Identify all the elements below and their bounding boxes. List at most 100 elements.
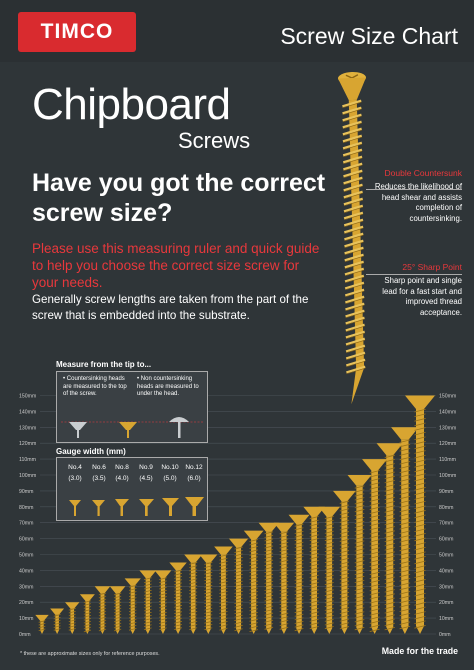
screw-mark [347,475,372,634]
screw-lineup [35,395,435,634]
ruler-tick-label: 30mm [439,584,453,590]
ruler-tick-label: 10mm [19,616,33,622]
gauge-item: No.4 (3.0) [63,462,87,484]
screw-mark [124,578,141,634]
gauge-label: No.10 [161,464,179,471]
gauge-value: (3.0) [68,475,82,482]
ruler-tick-label: 130mm [439,425,456,431]
gauge-item: No.9 (4.5) [134,462,158,484]
screw-mark [65,602,80,634]
ruler-tick-label: 20mm [439,600,453,606]
headline-question: Have you got the correct screw size? [32,169,326,227]
measure-box: • Countersinking heads are measured to t… [56,371,208,443]
ruler-tick-label: 100mm [439,473,456,479]
ruler-tick-label: 150mm [19,394,36,400]
ruler-tick-label: 140mm [439,409,456,415]
guide-text: Please use this measuring ruler and quic… [32,241,320,290]
ruler-tick-label: 90mm [439,489,453,495]
ruler-tick-label: 90mm [19,489,33,495]
header: TIMCO Screw Size Chart [0,0,474,62]
ruler-tick-label: 80mm [19,505,33,511]
measure-title: Measure from the tip to... [56,360,152,369]
ruler-tick-label: 130mm [19,425,36,431]
screw-mark [391,427,419,634]
gauge-heads-icon [69,497,204,516]
measure-note-right: • Non countersinking heads are measured … [137,376,199,397]
main-title: Chipboard [32,80,231,129]
ruler-tick-label: 10mm [439,616,453,622]
gauge-value: (4.0) [115,475,129,482]
ruler-left-labels: 0mm 10mm 20mm 30mm 40mm 50mm 60mm 70mm 80mm 90mm 1… [19,394,36,639]
ruler-tick-label: 20mm [19,600,33,606]
gauge-item: No.12 (6.0) [182,462,206,484]
screw-mark [333,490,356,634]
gauge-label: No.6 [92,464,106,471]
gauge-label: No.12 [185,464,203,471]
callout-divider [366,274,462,275]
ruler-tick-label: 50mm [19,553,33,559]
ruler-tick-label: 50mm [439,553,453,559]
callout-countersunk: Double Countersunk Reduces the likelihoo… [372,168,462,224]
gauge-item: No.6 (3.5) [87,462,111,484]
screw-mark [376,443,403,634]
gauge-label: No.4 [68,464,82,471]
screw-mark [258,522,279,634]
gauge-value: (6.0) [187,475,201,482]
ruler-tick-label: 40mm [439,568,453,574]
measure-note-left: • Countersinking heads are measured to t… [63,376,127,397]
callout-title: 25° Sharp Point [402,262,462,272]
screw-mark [199,554,218,634]
header-title: Screw Size Chart [280,23,458,49]
ruler-tick-label: 120mm [19,441,36,447]
gauge-box: No.4 (3.0) No.6 (3.5) No.8 (4.0) No.9 (4.5) … [56,457,208,521]
ruler-tick-label: 100mm [19,473,36,479]
screw-mark [405,395,435,634]
screw-mark [214,546,233,634]
callout-title: Double Countersunk [384,168,463,178]
screw-mark [303,506,325,634]
callout-body: Reduces the likelihood of head shear and… [374,182,462,223]
ruler-tick-label: 110mm [439,457,456,463]
ruler-tick-label: 60mm [439,537,453,543]
ruler-tick-label: 120mm [439,441,456,447]
ruler-right-labels: 0mm 10mm 20mm 30mm 40mm 50mm 60mm 70mm 80mm 90mm 1… [439,394,456,639]
screw-mark [109,586,126,634]
screw-mark [288,514,310,634]
gauge-item: No.8 (4.0) [110,462,134,484]
gauge-item: No.10 (5.0) [158,462,182,484]
ruler-tick-label: 0mm [439,632,451,638]
ruler-tick-label: 140mm [19,409,36,415]
sub-title: Screws [178,128,251,153]
callout-sharp-point: 25° Sharp Point Sharp point and single l… [372,262,462,318]
screw-mark [50,608,65,634]
brand-name: TIMCO [40,20,114,43]
screw-mark [362,459,388,634]
screw-mark [243,530,264,634]
screw-mark [79,594,95,634]
brand-logo: TIMCO [18,12,136,52]
gauge-label: No.9 [139,464,153,471]
ruler-tick-label: 40mm [19,568,33,574]
ruler-tick-label: 110mm [19,457,36,463]
info-text: Generally screw lengths are taken from t… [32,293,309,322]
hero-screw-icon [338,71,366,405]
callout-body: Sharp point and single lead for a fast s… [382,276,462,317]
footer-tag: Made for the trade [381,646,458,656]
ruler-tick-label: 60mm [19,537,33,543]
ruler-tick-label: 70mm [19,521,33,527]
ruler-tick-label: 0mm [19,632,31,638]
gauge-value: (4.5) [139,475,153,482]
screw-mark [228,538,249,634]
head-examples-icon [61,417,203,438]
callout-divider [366,189,462,190]
gauge-value: (5.0) [163,475,177,482]
screw-mark [139,570,157,634]
gauge-title: Gauge width (mm) [56,447,126,456]
screw-mark [94,586,111,634]
screw-mark [154,570,172,634]
screw-mark [318,506,341,634]
ruler-tick-label: 150mm [439,394,456,400]
gauge-value: (3.5) [92,475,106,482]
screw-mark [169,562,187,634]
screw-mark [184,554,203,634]
